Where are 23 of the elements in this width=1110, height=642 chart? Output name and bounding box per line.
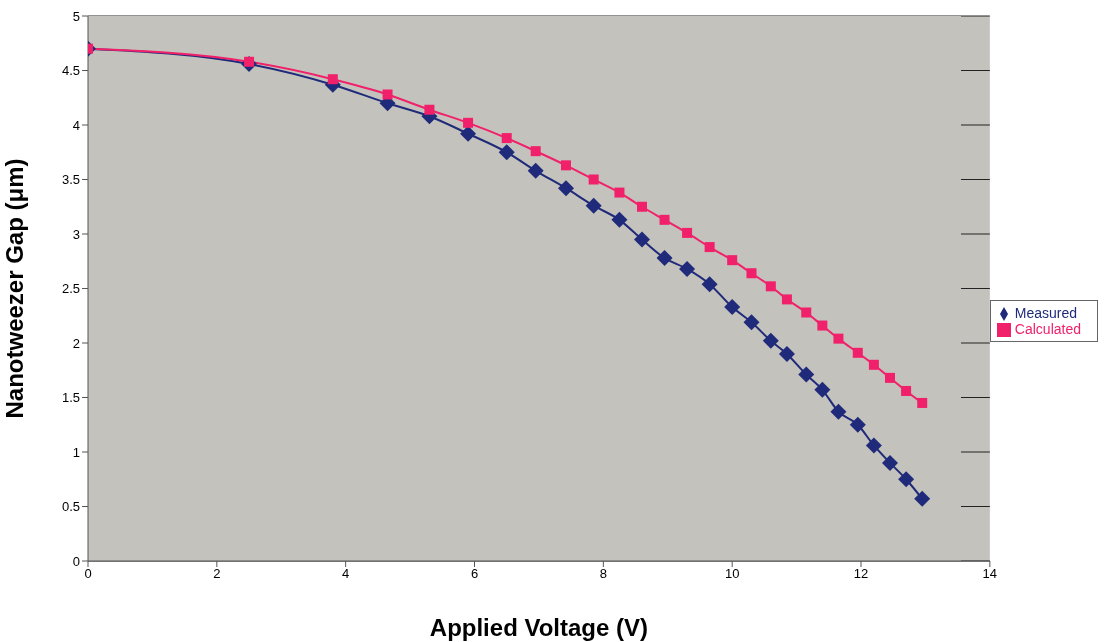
- x-tick-label: 8: [599, 566, 607, 582]
- y-tick-label: 3: [72, 226, 80, 242]
- y-tick-label: 2: [72, 335, 80, 351]
- y-tick-label: 0: [72, 553, 80, 569]
- y-tick-label: 0.5: [61, 499, 80, 515]
- y-tick-label: 4.5: [61, 63, 80, 79]
- x-tick-label: 2: [213, 566, 221, 582]
- y-tick-label: 2.5: [61, 281, 80, 297]
- x-tick-label: 14: [982, 566, 998, 582]
- y-tick-label: 3.5: [61, 172, 80, 188]
- y-tick-label: 5: [72, 8, 80, 24]
- x-tick-label: 4: [342, 566, 350, 582]
- y-axis-title: Nanotweezer Gap (μm): [0, 158, 28, 419]
- x-tick-label: 6: [470, 566, 479, 582]
- legend-label: Calculated: [1014, 321, 1081, 337]
- x-tick-label: 12: [853, 566, 869, 582]
- y-tick-label: 1: [72, 444, 80, 460]
- x-tick-label: 10: [724, 566, 740, 582]
- y-tick-label: 4: [72, 117, 80, 133]
- x-tick-label: 0: [84, 566, 92, 582]
- legend-label: Measured: [1014, 304, 1078, 321]
- y-tick-label: 1.5: [61, 390, 80, 406]
- x-axis-title: Applied Voltage (V): [429, 614, 649, 641]
